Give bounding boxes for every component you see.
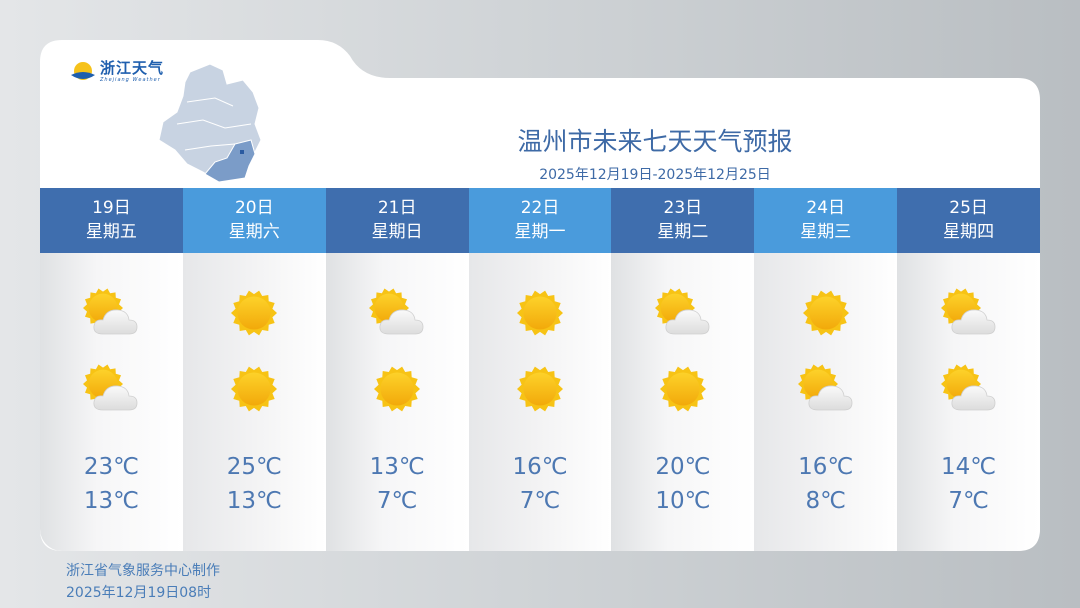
partly-cloudy-icon [81, 288, 141, 338]
high-temp: 25℃ [226, 454, 282, 480]
partly-cloudy-icon [939, 288, 999, 338]
sunny-icon [653, 364, 713, 414]
low-temp: 8℃ [805, 488, 846, 514]
high-temp: 16℃ [512, 454, 568, 480]
day-column: 22日星期一 16℃ 7℃ [468, 188, 612, 551]
sunny-icon [224, 364, 284, 414]
day-header: 19日星期五 [40, 188, 183, 253]
high-temp: 16℃ [798, 454, 854, 480]
footer-maker: 浙江省气象服务中心制作 [66, 563, 220, 579]
day-weekday: 星期三 [800, 222, 852, 242]
forecast-columns: 19日 星期五 23℃ 13℃ 20日 星期六 25℃ 13℃ 21日 星期日 13℃ 7℃ … [40, 188, 1040, 551]
day-column: 19日星期五 23℃ 13℃ [40, 188, 183, 551]
low-temp: 7℃ [376, 488, 418, 514]
day-header: 20日星期六 [182, 188, 326, 253]
day-date: 22日 [520, 198, 560, 218]
sunny-icon [510, 288, 570, 338]
day-weekday: 星期六 [228, 222, 280, 242]
zhejiang-map [158, 63, 262, 183]
logo-sun-icon [71, 62, 95, 80]
date-range: 2025年12月19日-2025年12月25日 [539, 167, 771, 183]
partly-cloudy-icon [81, 364, 141, 414]
low-temp: 7℃ [519, 488, 561, 514]
high-temp: 20℃ [655, 454, 711, 480]
day-date: 24日 [806, 198, 846, 218]
day-date: 20日 [234, 198, 274, 218]
day-header: 22日星期一 [468, 188, 612, 253]
logo-text: 浙江天气 [100, 59, 165, 77]
day-column: 24日星期三 16℃ 8℃ [754, 188, 898, 551]
day-weekday: 星期五 [85, 222, 137, 242]
day-weekday: 星期日 [371, 222, 423, 242]
page-title: 温州市未来七天天气预报 [517, 127, 793, 156]
day-column: 23日星期二 20℃ 10℃ [611, 188, 755, 551]
sunny-icon [224, 288, 284, 338]
day-header: 21日星期日 [325, 188, 469, 253]
day-column: 20日星期六 25℃ 13℃ [182, 188, 326, 551]
sunny-icon [796, 288, 856, 338]
high-temp: 13℃ [369, 454, 425, 480]
day-header: 25日星期四 [897, 188, 1040, 253]
sunny-icon [510, 364, 570, 414]
low-temp: 13℃ [83, 488, 139, 514]
partly-cloudy-icon [653, 288, 713, 338]
sunny-icon [367, 364, 427, 414]
day-header: 23日星期二 [611, 188, 755, 253]
logo-subtext: Zhejiang Weather [100, 77, 161, 83]
logo: 浙江天气 Zhejiang Weather [70, 60, 164, 84]
day-weekday: 星期二 [657, 222, 709, 242]
day-header: 24日星期三 [754, 188, 898, 253]
low-temp: 13℃ [226, 488, 282, 514]
day-column: 25日星期四 14℃ 7℃ [897, 188, 1040, 551]
day-weekday: 星期一 [514, 222, 566, 242]
high-temp: 23℃ [83, 454, 139, 480]
day-date: 19日 [92, 198, 131, 218]
low-temp: 10℃ [655, 488, 711, 514]
partly-cloudy-icon [939, 364, 999, 414]
day-weekday: 星期四 [943, 222, 995, 242]
day-date: 21日 [377, 198, 417, 218]
partly-cloudy-icon [796, 364, 856, 414]
day-column: 21日星期日 13℃ 7℃ [325, 188, 469, 551]
low-temp: 7℃ [948, 488, 989, 514]
high-temp: 14℃ [941, 454, 997, 480]
partly-cloudy-icon [367, 288, 427, 338]
day-date: 25日 [949, 198, 988, 218]
day-date: 23日 [663, 198, 703, 218]
footer-issued: 2025年12月19日08时 [66, 585, 212, 601]
